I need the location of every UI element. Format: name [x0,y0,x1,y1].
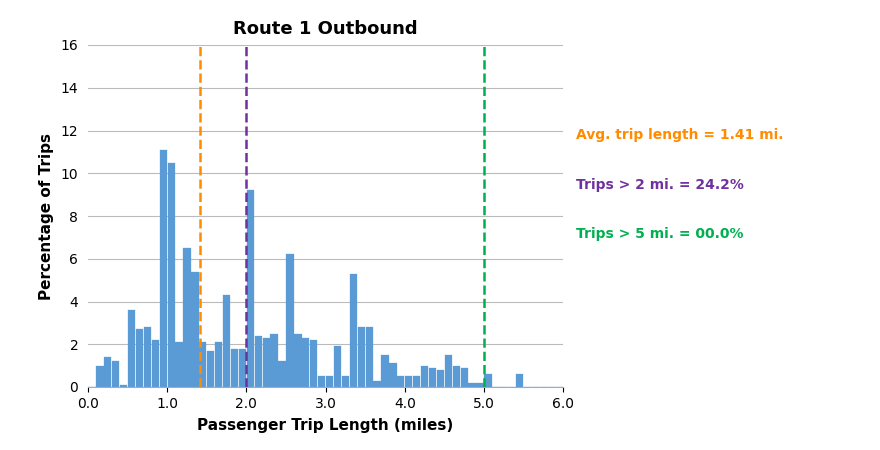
Bar [270,333,278,387]
Bar [223,295,231,387]
Bar [468,382,476,387]
Bar [436,370,444,387]
Bar [326,376,334,387]
Bar [294,333,302,387]
Bar [286,255,294,387]
Bar [397,376,405,387]
Bar [476,382,484,387]
Bar [238,348,246,387]
Bar [302,338,310,387]
Bar [136,329,143,387]
Bar [318,376,326,387]
Bar [373,381,381,387]
Bar [405,376,413,387]
Bar [413,376,421,387]
Bar [254,336,262,387]
Bar [310,340,318,387]
Bar [421,365,429,387]
Text: Trips > 2 mi. = 24.2%: Trips > 2 mi. = 24.2% [576,177,744,192]
Bar [231,348,238,387]
Bar [207,351,215,387]
Bar [104,357,112,387]
X-axis label: Passenger Trip Length (miles): Passenger Trip Length (miles) [197,418,454,432]
Bar [159,150,167,387]
Title: Route 1 Outbound: Route 1 Outbound [233,20,418,38]
Bar [357,327,365,387]
Bar [444,355,452,387]
Bar [365,327,373,387]
Bar [167,162,175,387]
Y-axis label: Percentage of Trips: Percentage of Trips [39,132,54,300]
Bar [246,190,254,387]
Bar [460,368,468,387]
Bar [199,342,207,387]
Bar [516,374,524,387]
Bar [262,338,270,387]
Bar [484,374,492,387]
Bar [215,342,223,387]
Bar [120,385,128,387]
Bar [112,361,120,387]
Bar [341,376,349,387]
Text: Avg. trip length = 1.41 mi.: Avg. trip length = 1.41 mi. [576,128,784,142]
Bar [334,346,341,387]
Bar [175,342,183,387]
Bar [452,365,460,387]
Text: Trips > 5 mi. = 00.0%: Trips > 5 mi. = 00.0% [576,227,744,241]
Bar [429,368,436,387]
Bar [128,310,136,387]
Bar [183,248,191,387]
Bar [143,327,151,387]
Bar [389,364,397,387]
Bar [96,365,104,387]
Bar [191,271,199,387]
Bar [381,355,389,387]
Bar [278,361,286,387]
Bar [349,274,357,387]
Bar [151,340,159,387]
